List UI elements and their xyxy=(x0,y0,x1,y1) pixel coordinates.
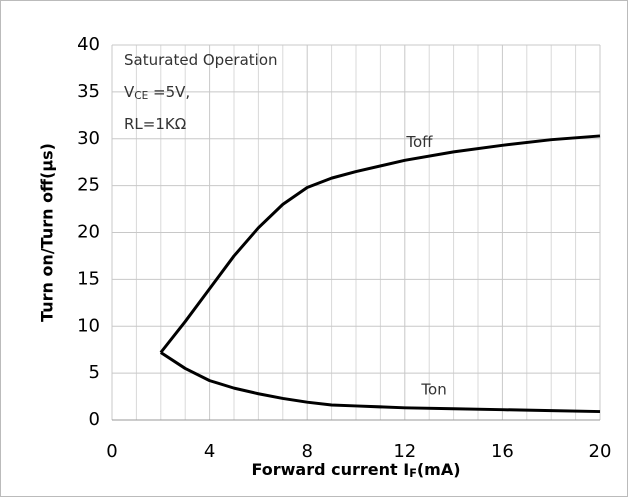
series-label: Ton xyxy=(420,381,446,399)
x-tick-label: 20 xyxy=(589,441,612,462)
y-tick-label: 30 xyxy=(77,128,100,149)
annotation-part: V xyxy=(124,83,135,101)
line-series xyxy=(159,351,601,414)
y-tick-label: 15 xyxy=(77,268,100,289)
x-tick-label: 4 xyxy=(204,441,215,462)
y-tick-label: 35 xyxy=(77,81,100,102)
y-axis-label: Turn on/Turn off(µs) xyxy=(38,143,57,322)
y-tick-label: 10 xyxy=(77,315,100,336)
annotation-part: =5V, xyxy=(148,83,190,101)
annotation: VCE =5V, xyxy=(124,83,190,103)
x-axis-label-part: Forward current I xyxy=(251,460,409,479)
x-axis-label-sub: F xyxy=(409,467,417,480)
y-tick-label: 40 xyxy=(77,34,100,55)
x-tick-label: 12 xyxy=(393,441,416,462)
y-tick-label: 25 xyxy=(77,175,100,196)
annotation-part: Saturated Operation xyxy=(124,51,278,69)
y-tick-label: 20 xyxy=(77,222,100,243)
y-tick-label: 0 xyxy=(89,409,100,430)
annotation-part: RL=1KΩ xyxy=(124,115,186,133)
x-axis-label-part: (mA) xyxy=(417,460,461,479)
annotation: Saturated Operation xyxy=(124,51,278,69)
x-tick-label: 16 xyxy=(491,441,514,462)
line-series xyxy=(159,134,601,354)
y-tick-label: 5 xyxy=(89,362,100,383)
annotation-sub: CE xyxy=(134,90,148,102)
annotation: RL=1KΩ xyxy=(124,115,186,133)
x-tick-label: 0 xyxy=(106,441,117,462)
x-tick-label: 8 xyxy=(301,441,312,462)
series-label: Toff xyxy=(405,133,433,151)
x-axis-label: Forward current IF(mA) xyxy=(251,460,460,481)
